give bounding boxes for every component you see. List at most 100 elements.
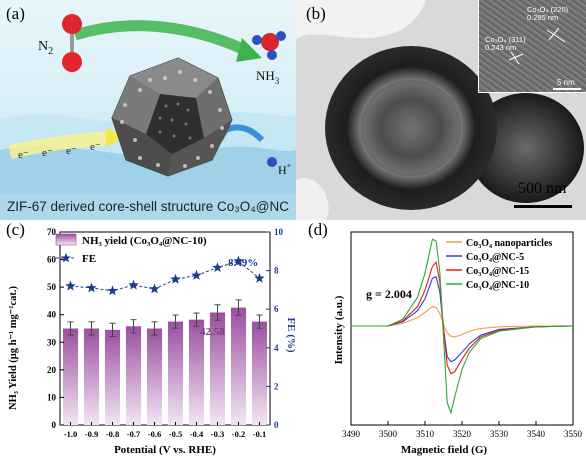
panel-c-chart: (c) -1.0 -0.9 -0.8 -0.7 -0.6 -0.5 -0.4 -0.3 -0.2…: [0, 220, 296, 458]
panel-a-schematic: N2 NH3 H+ e⁻ e⁻ e⁻ e⁻ (a) ZIF-67 derived…: [0, 0, 296, 220]
panel-label: (d): [308, 220, 328, 239]
plot-frame: [59, 231, 271, 426]
inner-pore-pattern: [158, 102, 192, 140]
plot-frame: [350, 231, 574, 426]
y-tick-label: 70: [47, 227, 57, 237]
y-tick-label: 10: [47, 392, 57, 402]
inset-scale-bar: [553, 88, 581, 90]
particle-neighbor: [468, 93, 584, 203]
pore-pattern: [120, 70, 224, 168]
y2-tick-label: 4: [274, 343, 279, 353]
bar: [230, 307, 247, 425]
panel-d-chart: (d) 3490 3500 3510 3520 3530 3540 3550 Co₃O₄ n…: [296, 220, 586, 458]
panel-b-tem-image: Co₃O₄ (220) 0.285 nm Co₃O₄ (311) 0.243 nm …: [296, 0, 586, 220]
y-axis-label: NH₃ Yield (μg h⁻¹ mg⁻¹cat.): [8, 286, 19, 410]
bar: [209, 312, 226, 425]
wave-layer: [0, 146, 296, 220]
svg-text:NH3: NH3: [256, 68, 280, 86]
electron-label: e⁻: [42, 147, 53, 159]
arrow-head-icon: [106, 128, 126, 147]
x-tick-label: 3550: [564, 429, 583, 439]
spectrum-line: [351, 305, 573, 338]
fe-annotation: 8.49%: [228, 257, 258, 269]
bar: [62, 328, 79, 425]
y2-tick-label: 0: [274, 420, 279, 430]
y-tick-label: 0: [52, 420, 57, 430]
y-axis-label: Intensity (a.u.): [333, 295, 345, 364]
fe-point: [170, 273, 181, 284]
nh3-molecule-icon: [267, 50, 277, 60]
legend-star-icon: [61, 253, 71, 263]
legend-line-label: FE: [82, 253, 96, 265]
x-tick-label: -0.5: [169, 429, 182, 439]
h-label: H: [278, 163, 287, 177]
y-tick-label: 50: [47, 282, 57, 292]
electron-flow-icon: [8, 131, 111, 159]
x-tick-label: 3520: [453, 429, 472, 439]
x-tick-label: -0.1: [253, 429, 266, 439]
panel-label: (b): [306, 4, 326, 23]
legend-entry: Co₃O₄@NC-10: [466, 280, 529, 291]
nh3-molecule-icon: [261, 33, 279, 51]
legend-bar-swatch: [55, 233, 77, 246]
lattice-markers: [508, 27, 566, 65]
fe-point: [149, 283, 160, 294]
electron-label: e⁻: [90, 141, 101, 153]
spectrum-line: [351, 261, 574, 375]
scale-bar-label: 500 nm: [518, 180, 567, 197]
nh3-molecule-icon: [252, 35, 262, 45]
reaction-arrow-icon: [73, 20, 248, 56]
proton-icon: [267, 157, 277, 167]
x-tick-label: -0.9: [85, 429, 98, 439]
fe-point: [65, 280, 76, 291]
fe-point: [191, 269, 202, 280]
background-region: [296, 178, 329, 220]
y2-tick-label: 2: [274, 381, 279, 391]
fe-line: [70, 260, 260, 292]
background-region: [296, 0, 426, 40]
bar: [104, 329, 121, 425]
x-tick-label: -1.0: [64, 429, 77, 439]
catalyst-polyhedron-icon: [111, 57, 233, 177]
bar: [146, 328, 163, 425]
schematic-illustration: N2 NH3 H+ e⁻ e⁻ e⁻ e⁻: [0, 14, 296, 220]
x-tick-label: -0.2: [232, 429, 245, 439]
n2-label: N: [38, 39, 48, 54]
yield-annotation: 42.58: [200, 326, 225, 338]
x-tick-label: 3540: [527, 429, 546, 439]
x-tick-label: 3530: [490, 429, 509, 439]
x-axis-label: Magnetic field (G): [401, 444, 487, 456]
inset-plane-label: Co₃O₄ (311): [485, 35, 526, 44]
h-superscript: +: [287, 161, 292, 170]
hrtem-inset: Co₃O₄ (220) 0.285 nm Co₃O₄ (311) 0.243 nm …: [478, 0, 586, 93]
svg-text:N2: N2: [38, 39, 53, 57]
y-tick-label: 60: [47, 255, 57, 265]
x-tick-label: -0.3: [211, 429, 224, 439]
bar: [83, 328, 100, 425]
x-tick-label: 3510: [416, 429, 435, 439]
x-tick-label: 3500: [379, 429, 398, 439]
inset-spacing-value: 0.243 nm: [485, 43, 517, 52]
nh3-yield-fe-chart: -1.0 -0.9 -0.8 -0.7 -0.6 -0.5 -0.4 -0.3 -0.2 -0.1…: [8, 227, 296, 456]
y-tick-label: 40: [47, 310, 57, 320]
n2-subscript: 2: [48, 46, 53, 57]
nh3-subscript: 3: [275, 76, 280, 86]
fe-point: [86, 282, 97, 293]
nh3-label: NH: [256, 68, 275, 83]
g-factor-annotation: g = 2.004: [366, 287, 412, 301]
inset-scale-label: 5 nm: [557, 78, 575, 87]
legend-entry: Co₃O₄@NC-5: [466, 252, 524, 263]
x-tick-label: -0.4: [190, 429, 204, 439]
fe-point: [254, 272, 265, 283]
n2-molecule-icon: [62, 52, 82, 72]
y-tick-label: 20: [47, 365, 57, 375]
inset-spacing-value: 0.285 nm: [527, 13, 559, 22]
y-tick-label: 30: [47, 337, 57, 347]
n2-molecule-icon: [62, 14, 82, 34]
x-tick-label: -0.8: [106, 429, 119, 439]
panel-a-caption: ZIF-67 derived core-shell structure Co₃O…: [0, 194, 296, 220]
bar: [188, 319, 205, 425]
spectrum-line: [351, 238, 574, 415]
inset-plane-label: Co₃O₄ (220): [527, 5, 569, 14]
y2-tick-label: 10: [274, 227, 284, 237]
